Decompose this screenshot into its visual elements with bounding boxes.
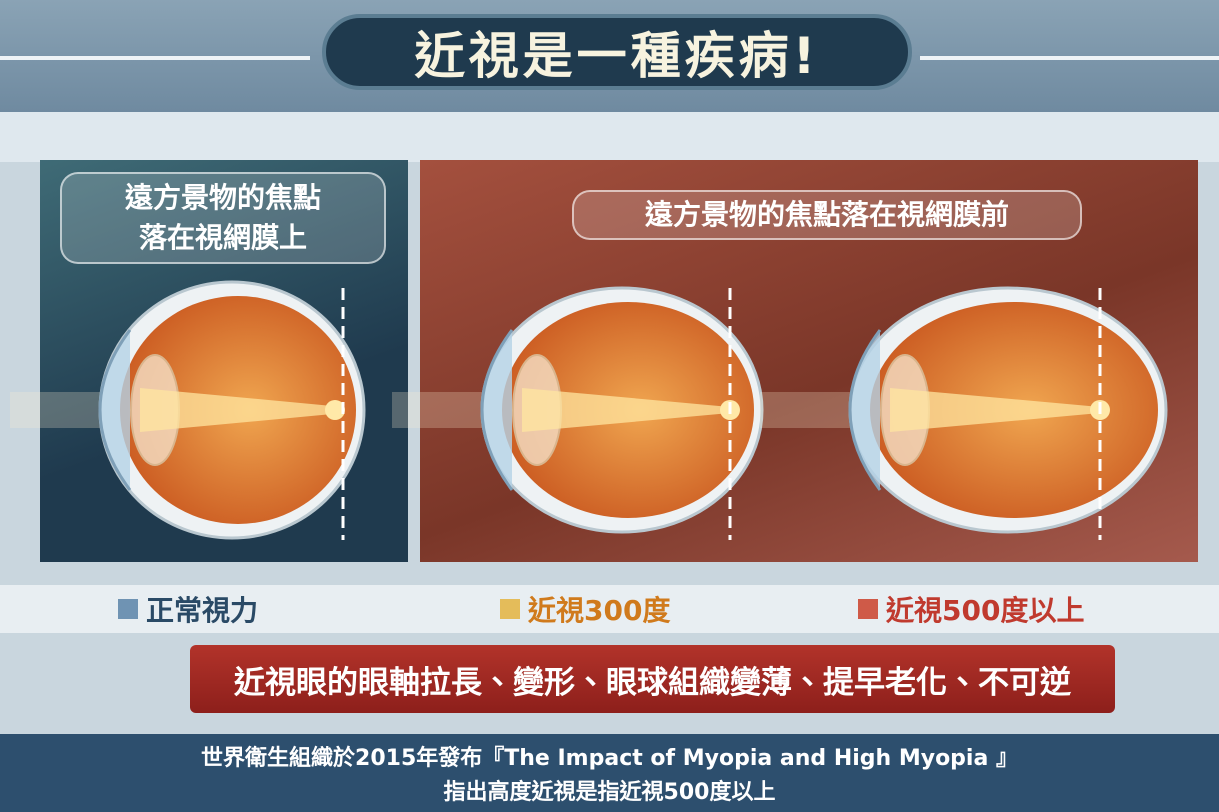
label-line: 遠方景物的焦點	[124, 181, 321, 214]
legend: 正常視力 近視300度 近視500度以上	[0, 585, 1219, 633]
legend-item: 近視500度以上	[858, 589, 1084, 629]
cornea	[480, 329, 514, 491]
footer: 世界衛生組織於2015年發布『The Impact of Myopia and …	[0, 734, 1219, 812]
footer-line: 指出高度近視是指近視500度以上	[443, 780, 776, 805]
swatch	[858, 599, 878, 619]
cornea	[848, 329, 882, 491]
focus-beam	[890, 388, 1100, 432]
legend-label: 正常視力	[146, 594, 259, 627]
banner: 近視眼的眼軸拉長、變形、眼球組織變薄、提早老化、不可逆	[190, 645, 1115, 713]
cornea	[98, 329, 132, 491]
label-line: 落在視網膜上	[138, 221, 307, 254]
swatch	[118, 599, 138, 619]
legend-item: 正常視力	[118, 589, 258, 629]
swatch	[500, 599, 520, 619]
panel-label: 遠方景物的焦點 落在視網膜上	[60, 172, 386, 264]
legend-label: 近視300度	[528, 594, 671, 627]
footer-line: 世界衛生組織於2015年發布『The Impact of Myopia and …	[201, 746, 1018, 771]
title-rule	[920, 56, 1219, 60]
focus-point	[325, 400, 345, 420]
focus-beam	[140, 388, 343, 432]
focus-beam	[522, 388, 730, 432]
light-band	[0, 112, 1219, 162]
title-rule	[0, 56, 310, 60]
title: 近視是一種疾病!	[322, 14, 912, 90]
legend-item: 近視300度	[500, 589, 670, 629]
panel-label: 遠方景物的焦點落在視網膜前	[572, 190, 1082, 240]
legend-label: 近視500度以上	[886, 594, 1085, 627]
